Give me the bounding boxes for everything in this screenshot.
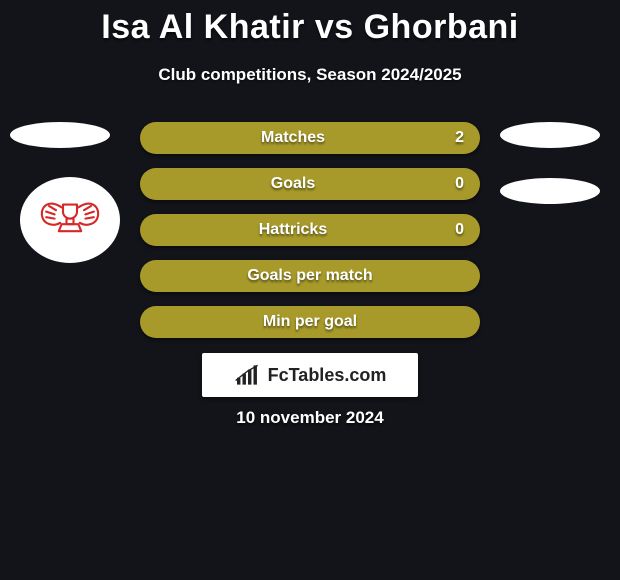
page-subtitle: Club competitions, Season 2024/2025 xyxy=(0,65,620,85)
stat-value: 2 xyxy=(446,129,464,147)
page-title: Isa Al Khatir vs Ghorbani xyxy=(0,0,620,47)
stat-bars: Matches 2 Goals 0 Hattricks 0 Goals per … xyxy=(140,122,480,352)
stat-label: Goals xyxy=(140,175,446,193)
stat-row-min-per-goal: Min per goal xyxy=(140,306,480,338)
stat-value: 0 xyxy=(446,221,464,239)
stat-label: Matches xyxy=(140,129,446,147)
date-text: 10 november 2024 xyxy=(0,408,620,428)
left-club-placeholder-1 xyxy=(10,122,110,148)
trophy-wings-icon xyxy=(35,192,105,248)
stat-label: Goals per match xyxy=(140,267,480,285)
right-club-placeholder-2 xyxy=(500,178,600,204)
team-badge xyxy=(20,177,120,263)
brand-box: FcTables.com xyxy=(202,353,418,397)
stat-row-goals-per-match: Goals per match xyxy=(140,260,480,292)
stat-value: 0 xyxy=(446,175,464,193)
stat-row-goals: Goals 0 xyxy=(140,168,480,200)
bar-chart-icon xyxy=(234,364,262,386)
right-club-placeholder-1 xyxy=(500,122,600,148)
stat-row-matches: Matches 2 xyxy=(140,122,480,154)
brand-text: FcTables.com xyxy=(268,365,387,386)
stat-label: Min per goal xyxy=(140,313,480,331)
stat-row-hattricks: Hattricks 0 xyxy=(140,214,480,246)
stat-label: Hattricks xyxy=(140,221,446,239)
